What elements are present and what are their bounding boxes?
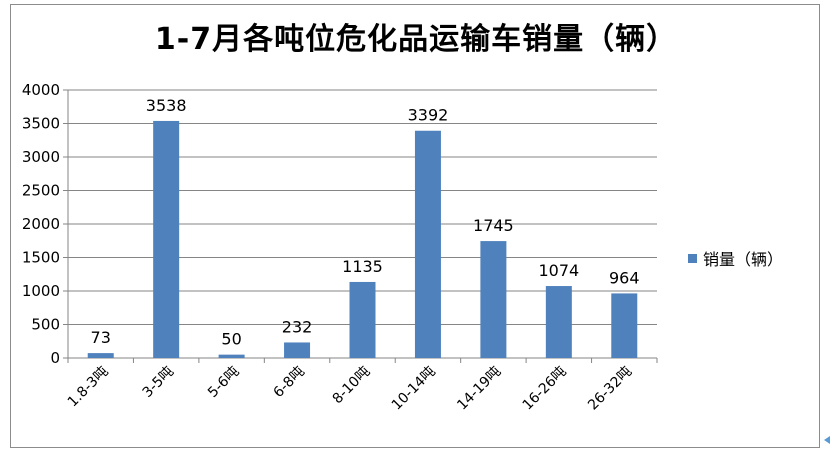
bar	[480, 241, 507, 358]
bar	[153, 120, 180, 358]
x-tick-label: 5-6吨	[205, 364, 242, 401]
x-tick-label: 8-10吨	[330, 364, 374, 408]
bar	[349, 281, 376, 358]
bar	[611, 293, 638, 358]
resize-handle-icon	[824, 436, 830, 444]
bar	[545, 286, 572, 358]
data-label: 1745	[473, 216, 514, 235]
bar	[414, 130, 441, 358]
y-tick-label: 3500	[22, 115, 60, 133]
data-label: 3392	[408, 106, 449, 125]
bar	[218, 354, 245, 358]
x-tick-label: 16-26吨	[520, 364, 570, 414]
data-label: 73	[91, 328, 111, 347]
y-tick-label: 0	[50, 349, 60, 367]
legend: 销量（辆）	[688, 246, 783, 270]
y-tick-label: 2000	[22, 215, 60, 233]
y-tick-label: 2500	[22, 182, 60, 200]
x-tick-label: 26-32吨	[585, 364, 635, 414]
y-tick-label: 1000	[22, 282, 60, 300]
data-label: 1074	[538, 261, 579, 280]
chart-title: 1-7月各吨位危化品运输车销量（辆）	[154, 22, 678, 57]
bar	[87, 353, 114, 358]
y-tick-label: 3000	[22, 148, 60, 166]
x-tick-label: 14-19吨	[454, 364, 504, 414]
legend-label: 销量（辆）	[703, 250, 784, 269]
data-label: 1135	[342, 257, 383, 276]
y-tick-label: 4000	[22, 81, 60, 99]
y-tick-label: 500	[31, 316, 60, 334]
legend-swatch	[688, 253, 697, 263]
data-label: 50	[221, 330, 241, 349]
x-tick-label: 6-8吨	[270, 364, 307, 401]
data-label: 3538	[146, 96, 187, 115]
y-tick-label: 1500	[22, 249, 60, 267]
data-label: 232	[282, 317, 313, 336]
x-tick-label: 1.8-3吨	[65, 364, 112, 411]
data-label: 964	[609, 268, 640, 287]
x-tick-label: 10-14吨	[389, 364, 439, 414]
bar	[284, 342, 311, 358]
x-tick-label: 3-5吨	[140, 364, 177, 401]
